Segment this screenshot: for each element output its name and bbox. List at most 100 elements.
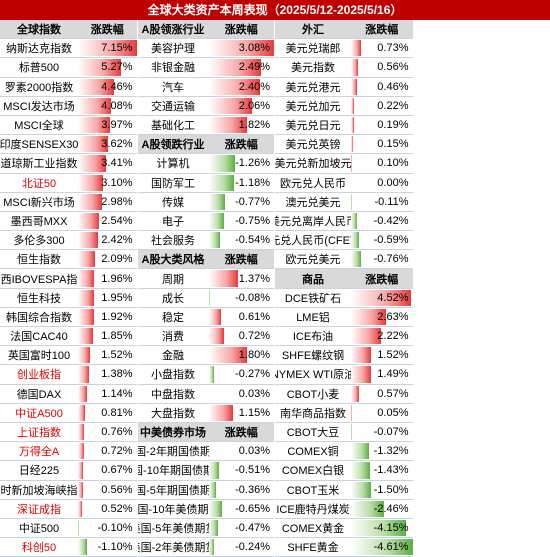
change-value: 2.09% [101,253,133,266]
table-row: 韩国综合指数 1.92% [0,308,137,327]
asset-name: SHFE螺纹钢 [281,350,345,363]
gain-bar [208,404,233,421]
change-value: -0.76% [373,253,409,266]
asset-name: 金融 [162,350,184,363]
table-row: 周期 1.37% [137,269,275,289]
table-row: 美国-2年美债期货 -0.24% [137,538,274,557]
change-value-cell: 0.05% [351,404,413,422]
loss-bar [351,212,357,230]
change-value-cell: 0.10% [351,154,413,172]
gain-bar [351,40,361,57]
table-row: 消费 0.72% [137,327,274,347]
asset-name: ICE鹿特丹煤炭 [276,503,350,516]
asset-name: CBOT玉米 [286,484,340,497]
loss-bar [208,481,217,498]
gain-bar [78,270,95,287]
change-value-cell: -1.43% [351,461,413,479]
change-value-cell: -0.75% [208,212,275,230]
change-value-cell: 0.00% [351,174,413,192]
change-value: 0.03% [238,387,270,400]
asset-name: 中证A500 [15,407,63,420]
gain-bar [78,232,98,249]
section-title: A股领跌行业 [141,139,205,152]
change-value-cell: 2.42% [78,231,137,249]
loss-bar [351,423,352,441]
asset-name: 周期 [162,273,184,286]
change-value-cell: -0.11% [351,193,413,211]
asset-name: 美元兑人民币(CFETS) [275,235,351,248]
gain-bar [208,78,260,95]
gain-bar [78,174,104,191]
table-row: 美元兑离岸人民币 -0.42% [275,212,413,232]
change-value-cell: 2.40% [208,78,275,96]
change-value-cell: 5.27% [78,58,137,76]
change-value-cell: -0.07% [351,423,413,441]
table-row: COMEX铜 -1.32% [275,442,413,462]
table-row: DCE铁矿石 4.52% [275,289,413,308]
asset-name: 日经225 [18,465,60,478]
table-row: 印度SENSEX30 3.62% [0,135,137,155]
gain-bar [351,328,381,345]
table-row: SHFE黄金 -4.61% [275,538,413,557]
change-value: 0.72% [238,330,270,343]
change-value-cell: 0.03% [208,442,275,460]
change-value: 2.63% [377,310,409,323]
asset-name: 消费 [162,331,184,344]
asset-name: 美容护理 [151,43,195,56]
change-value: 0.15% [377,138,409,151]
change-value-cell: 0.73% [351,39,413,57]
gain-bar [208,385,210,402]
loss-bar [208,539,214,556]
table-row: CBOT大豆 -0.07% [275,423,413,443]
change-value: 0.81% [101,406,133,419]
table-row: SHFE螺纹钢 1.52% [275,346,413,366]
section-header: A股大类风格 涨跌幅 [137,250,274,270]
table-row: 恒生科技 1.95% [0,289,137,308]
asset-name: 纳斯达克指数 [6,43,72,56]
asset-name: 万得全A [18,446,60,459]
change-value: 0.57% [377,387,409,400]
loss-bar [208,174,234,191]
asset-name: 德国DAX [16,388,62,401]
gain-bar [208,443,210,460]
asset-name: MSCI发达市场 [3,100,75,113]
asset-name: 计算机 [156,158,190,171]
change-value: 0.00% [377,176,409,189]
table-row: 万得全A 0.72% [0,442,137,462]
table-row: 中国-2年期国债期货 0.03% [137,442,275,462]
change-value-cell: -0.47% [208,519,275,537]
change-value-cell: 1.52% [78,346,137,364]
section-title: A股大类风格 [141,254,205,267]
change-value: -0.36% [235,483,270,496]
asset-name: MSCI全球 [14,120,64,133]
change-value-cell: 0.52% [78,500,137,518]
asset-name: 巴西IBOVESPA指数 [0,273,78,286]
loss-bar [208,519,219,537]
change-value-cell: 4.52% [351,289,413,307]
change-value: 1.15% [238,406,270,419]
table-row: COMEX白银 -1.43% [275,461,413,481]
table-row: 电子 -0.75% [137,212,275,232]
change-value: 2.42% [101,234,133,247]
change-value-cell: -4.61% [351,538,413,556]
change-value-cell: 2.98% [78,193,137,211]
header-label: 涨跌幅 [224,427,258,440]
change-value-cell: 1.37% [208,269,275,287]
change-value-cell: 1.38% [78,365,137,383]
table-row: 德国DAX 1.14% [0,385,137,404]
change-value: 2.22% [377,330,409,343]
change-value: -0.42% [373,214,409,227]
gain-bar [78,212,99,230]
gain-bar [78,443,84,460]
change-value-cell: 0.15% [351,135,413,153]
table-row: MSCI发达市场 4.08% [0,97,137,116]
table-row: 美容护理 3.08% [137,39,274,59]
change-value-cell: -1.18% [208,174,275,192]
table-row: 传媒 -0.77% [137,193,274,212]
table-row: 基础化工 1.82% [137,116,274,136]
asset-name: 欧元兑人民币 [280,177,346,190]
table-row: 小盘指数 -0.27% [137,365,274,385]
table-row: 美国-5年美债期货 -0.47% [137,519,275,539]
header-label: 涨跌幅 [224,24,258,37]
section-title: 外汇 [302,24,324,37]
